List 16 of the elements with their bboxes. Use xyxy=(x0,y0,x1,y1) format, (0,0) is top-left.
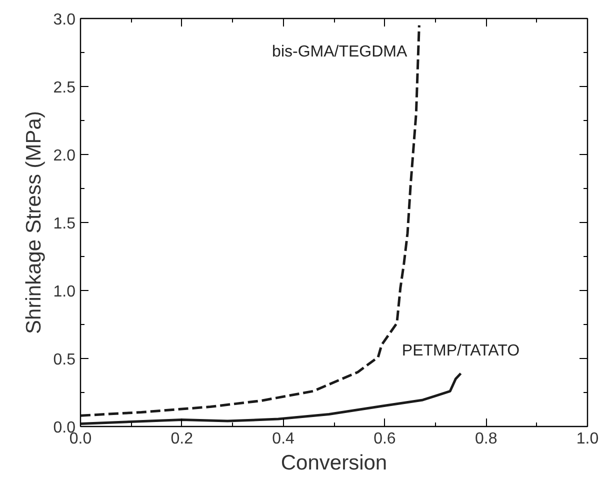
series-label: bis-GMA/TEGDMA xyxy=(272,43,408,60)
line-series xyxy=(80,372,462,426)
y-tick-label: 2.0 xyxy=(53,148,76,164)
x-tick-label: 0.2 xyxy=(170,430,194,448)
x-axis-title: Conversion xyxy=(280,452,388,474)
y-tick-label: 1.5 xyxy=(53,216,76,232)
x-tick-label: 0.8 xyxy=(474,430,498,448)
y-axis-title: Shrinkage Stress (MPa) xyxy=(22,111,46,334)
series-label: PETMP/TATATO xyxy=(402,342,520,360)
x-tick-label: 0.4 xyxy=(272,430,295,448)
y-tick-label: 2.5 xyxy=(53,80,76,96)
y-tick-label: 0.5 xyxy=(53,352,76,368)
y-tick-label: 1.0 xyxy=(53,284,76,300)
x-tick-label: 0.6 xyxy=(374,430,396,448)
x-tick-label: 1.0 xyxy=(576,430,599,448)
y-tick-label: 3.0 xyxy=(53,12,76,28)
